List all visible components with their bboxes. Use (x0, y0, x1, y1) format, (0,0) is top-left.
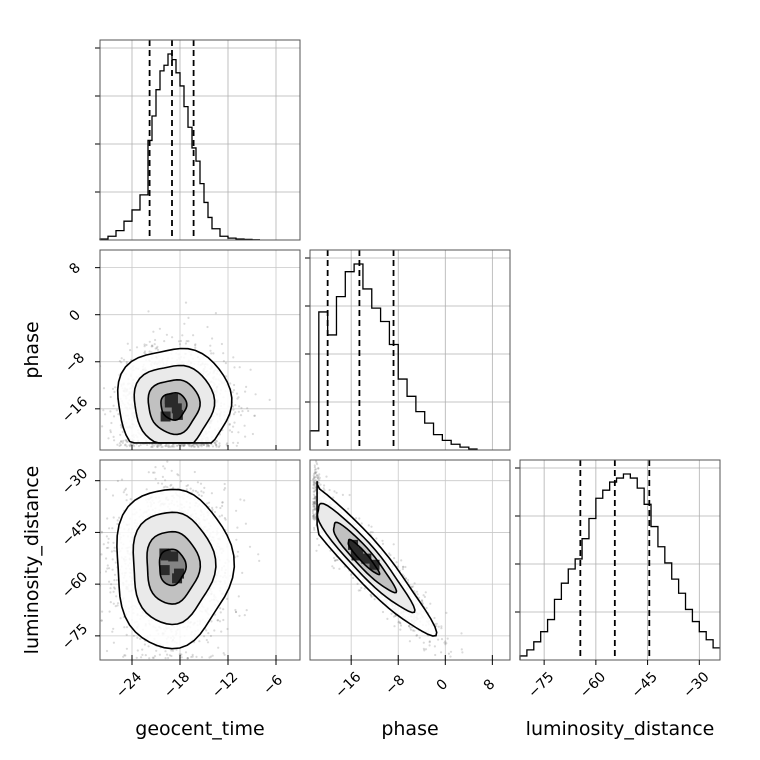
panel-frame (99, 39, 301, 241)
density-block (361, 553, 372, 564)
contour-level-0 (116, 488, 236, 650)
x-axis-label-luminosity_distance: luminosity_distance (526, 718, 715, 740)
y-tick-label-luminosity_distance: −60 (59, 569, 91, 601)
x-tick-label-luminosity_distance: −75 (525, 669, 557, 701)
x-tick-label-geocent_time: −24 (113, 669, 145, 701)
density-block (171, 403, 182, 414)
density-block (168, 551, 179, 562)
contour-level-3 (347, 538, 381, 576)
y-tick-label-phase: 8 (66, 260, 84, 278)
y-axis-label-phase: phase (21, 321, 43, 378)
contour-level-0 (116, 347, 233, 444)
density-block (172, 409, 183, 420)
x-tick-label-geocent_time: −6 (260, 672, 286, 698)
x-tick-label-phase: −8 (382, 672, 408, 698)
histogram-step-luminosity_distance (519, 473, 720, 660)
histogram-geocent_time (95, 39, 301, 241)
x-tick-label-luminosity_distance: −45 (629, 669, 661, 701)
joint-phase-luminosity_distance (309, 459, 511, 661)
x-axis-label-geocent_time: geocent_time (135, 718, 264, 740)
contour-level-2 (146, 530, 202, 605)
y-tick-label-luminosity_distance: −30 (59, 466, 91, 498)
density-block (159, 548, 170, 559)
contour-level-0 (316, 481, 438, 637)
y-axis-label-luminosity_distance: luminosity_distance (21, 466, 43, 655)
scatter-points (311, 460, 464, 660)
y-tick-label-phase: 0 (66, 307, 84, 325)
contour-level-3 (158, 548, 188, 587)
x-tick-label-phase: 0 (434, 676, 452, 694)
x-axis-label-phase: phase (381, 718, 438, 740)
contour-level-1 (132, 511, 217, 626)
panel-frame (519, 459, 721, 661)
contour-level-1 (133, 364, 216, 444)
y-tick-label-luminosity_distance: −75 (59, 621, 91, 653)
histogram-phase (305, 249, 511, 451)
x-tick-label-luminosity_distance: −30 (680, 669, 712, 701)
x-tick-label-phase: 8 (481, 676, 499, 694)
panel-frame (309, 459, 511, 661)
contour-level-2 (332, 521, 398, 594)
x-tick-label-geocent_time: −12 (209, 669, 241, 701)
density-block (167, 393, 178, 404)
contour-level-2 (147, 378, 201, 436)
y-tick-label-phase: −8 (62, 350, 88, 376)
density-block (159, 565, 170, 576)
joint-geocent_time-luminosity_distance (99, 459, 301, 661)
y-tick-label-luminosity_distance: −45 (59, 517, 91, 549)
density-block (348, 539, 359, 550)
density-block (173, 568, 184, 579)
contour-level-3 (160, 391, 188, 422)
histogram-step-phase (309, 263, 478, 450)
panel-frame (99, 459, 301, 661)
histogram-step-geocent_time (99, 53, 260, 241)
y-tick-label-phase: −16 (59, 394, 91, 426)
density-block (352, 549, 363, 560)
joint-geocent_time-phase (99, 249, 301, 451)
panel-frame (99, 249, 301, 451)
contour-level-1 (316, 502, 416, 614)
x-tick-label-luminosity_distance: −60 (577, 669, 609, 701)
x-tick-label-geocent_time: −18 (161, 669, 193, 701)
x-tick-label-phase: −16 (332, 669, 364, 701)
panel-frame (309, 249, 511, 451)
histogram-luminosity_distance (515, 459, 721, 661)
